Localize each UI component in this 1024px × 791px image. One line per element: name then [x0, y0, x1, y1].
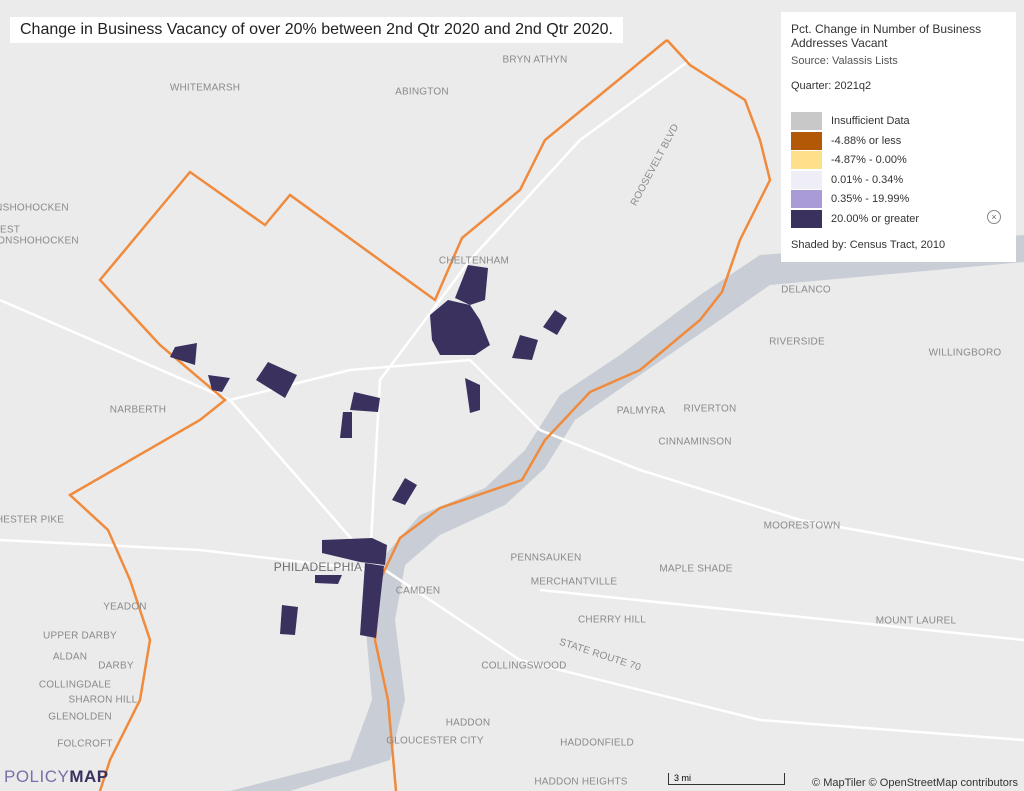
logo-text: POLICY [4, 767, 70, 786]
legend: Pct. Change in Number of Business Addres… [781, 12, 1016, 262]
shaded-value: Census Tract, 2010 [849, 239, 946, 251]
place-label: GLENOLDEN [48, 712, 112, 723]
place-label: WHITEMARSH [170, 83, 240, 94]
close-button[interactable]: × [987, 210, 1001, 224]
place-label: PENNSAUKEN [511, 553, 582, 564]
place-label: BRYN ATHYN [503, 55, 568, 66]
place-label: HADDON HEIGHTS [534, 777, 627, 788]
place-label: MAPLE SHADE [659, 564, 732, 575]
place-label: GLOUCESTER CITY [386, 736, 484, 747]
legend-item: 0.35% - 19.99% [791, 190, 909, 208]
place-label: UPPER DARBY [43, 631, 117, 642]
place-label: ALDAN [53, 652, 87, 663]
place-label: DARBY [98, 661, 134, 672]
legend-label: -4.88% or less [831, 134, 902, 147]
place-label: EST [0, 225, 20, 236]
scale-bar: 3 mi [668, 773, 785, 785]
legend-item: 20.00% or greater [791, 209, 920, 228]
place-label: ABINGTON [395, 87, 449, 98]
place-label: WILLINGBORO [929, 348, 1002, 359]
place-label: CAMDEN [396, 586, 441, 597]
logo: POLICYMAP [4, 767, 109, 787]
legend-swatch [791, 209, 822, 228]
legend-title: Pct. Change in Number of Business Addres… [791, 22, 982, 50]
legend-shaded: Shaded by: Census Tract, 2010 [791, 239, 945, 251]
place-label: NSHOHOCKEN [0, 203, 69, 214]
place-label: FOLCROFT [57, 739, 113, 750]
legend-label: 0.01% - 0.34% [831, 173, 904, 186]
place-label: MERCHANTVILLE [531, 577, 618, 588]
road-label: HESTER PIKE [0, 515, 64, 526]
place-label: COLLINGDALE [39, 680, 111, 691]
legend-item: -4.88% or less [791, 131, 902, 150]
legend-swatch [791, 112, 822, 130]
roads [0, 58, 1024, 742]
place-label: DELANCO [781, 285, 831, 296]
place-label: NARBERTH [110, 405, 166, 416]
legend-swatch [791, 190, 822, 208]
place-label: SHARON HILL [69, 695, 138, 706]
legend-quarter: Quarter: 2021q2 [791, 80, 871, 92]
tracts [170, 265, 567, 638]
place-label: RIVERTON [684, 404, 737, 415]
map-title: Change in Business Vacancy of over 20% b… [10, 17, 623, 43]
legend-label: 20.00% or greater [831, 212, 920, 225]
legend-swatch [791, 151, 822, 169]
place-label: ONSHOHOCKEN [0, 236, 79, 247]
place-label: YEADON [103, 602, 146, 613]
legend-swatch [791, 170, 822, 189]
place-label: RIVERSIDE [769, 337, 825, 348]
place-label: CHERRY HILL [578, 615, 646, 626]
legend-source: Source: Valassis Lists [791, 55, 898, 67]
place-label: MOORESTOWN [764, 521, 841, 532]
legend-swatch [791, 131, 822, 150]
quarter-label: Quarter: [791, 80, 832, 92]
place-label: PALMYRA [617, 406, 666, 417]
shaded-label: Shaded by: [791, 239, 847, 251]
place-label: MOUNT LAUREL [876, 616, 957, 627]
legend-item: -4.87% - 0.00% [791, 151, 907, 169]
attribution: © MapTiler © OpenStreetMap contributors [812, 777, 1018, 789]
place-label: CHELTENHAM [439, 256, 509, 267]
logo-text: MAP [69, 767, 109, 786]
legend-item: Insufficient Data [791, 112, 910, 130]
quarter-value: 2021q2 [834, 80, 872, 92]
place-label: CINNAMINSON [658, 437, 731, 448]
legend-label: Insufficient Data [831, 115, 910, 127]
legend-item: 0.01% - 0.34% [791, 170, 904, 189]
place-label: HADDONFIELD [560, 738, 634, 749]
legend-label: -4.87% - 0.00% [831, 154, 907, 166]
legend-label: 0.35% - 19.99% [831, 193, 910, 205]
place-label: PHILADELPHIA [274, 560, 362, 574]
place-label: HADDON [446, 718, 491, 729]
place-label: COLLINGSWOOD [481, 661, 566, 672]
